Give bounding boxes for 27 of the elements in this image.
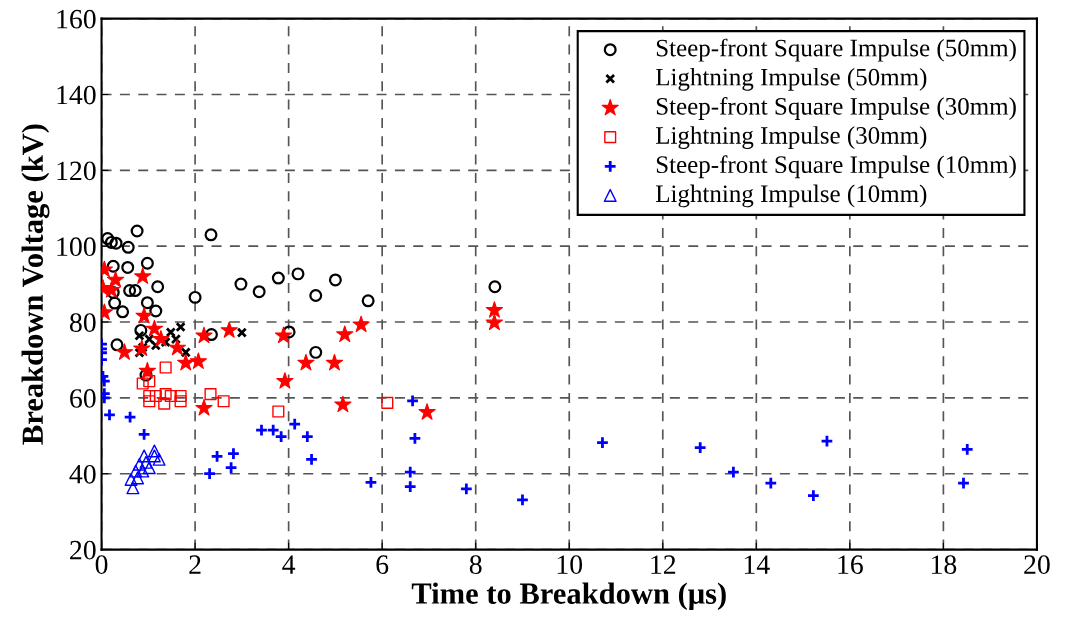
x-tick-label: 2 — [189, 555, 201, 574]
x-tick-label: 8 — [469, 555, 482, 574]
x-tick-label: 14 — [744, 555, 770, 574]
x-tick-label: 12 — [651, 555, 676, 574]
y-tick-label: 60 — [70, 389, 96, 408]
legend-label: Lightning Impulse (30mm) — [655, 126, 927, 150]
y-tick-label: 120 — [57, 161, 96, 181]
x-tick-label: 6 — [376, 555, 389, 574]
legend-label: Steep-front Square Impulse (10mm) — [656, 155, 1016, 179]
y-axis-title: Breakdown Voltage (kV) — [21, 124, 50, 445]
x-tick-label: 16 — [838, 555, 863, 574]
y-tick-label: 100 — [57, 237, 96, 257]
legend-label: Steep-front Square Impulse (30mm) — [656, 96, 1016, 120]
y-tick-label: 40 — [69, 464, 96, 484]
y-tick-label: 140 — [57, 85, 96, 105]
legend-label: Lightning Impulse (50mm) — [655, 67, 927, 91]
x-tick-label: 0 — [95, 555, 108, 574]
x-tick-label: 18 — [931, 555, 957, 574]
x-tick-label: 20 — [1024, 555, 1050, 574]
legend-label: Steep-front Square Impulse (50mm) — [656, 38, 1016, 62]
y-tick-label: 20 — [70, 540, 96, 560]
x-tick-label: 10 — [557, 555, 583, 574]
legend-label: Lightning Impulse (10mm) — [655, 184, 927, 208]
y-tick-label: 160 — [57, 9, 96, 29]
x-tick-label: 4 — [282, 555, 296, 574]
x-axis-title: Time to Breakdown (μs) — [411, 582, 726, 611]
y-tick-label: 80 — [69, 313, 96, 332]
